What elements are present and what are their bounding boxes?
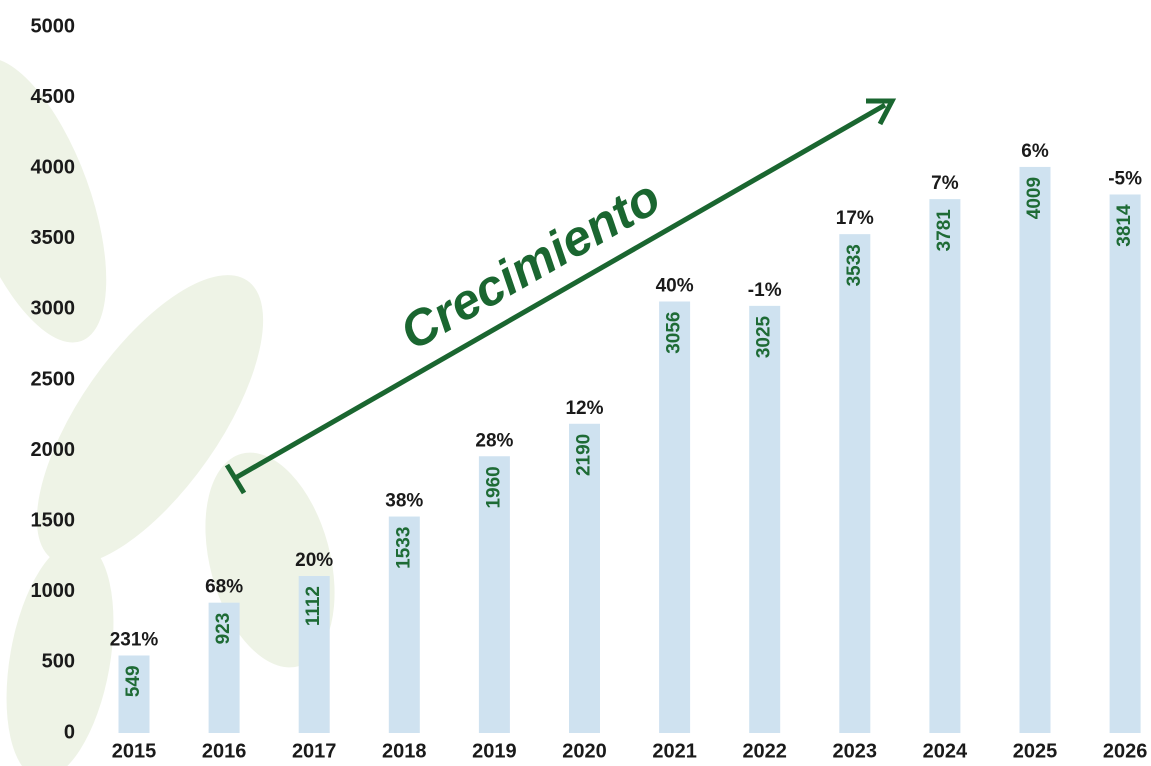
bar [118, 655, 150, 733]
value-label: 3025 [754, 315, 775, 358]
value-label: 549 [123, 665, 144, 697]
leaf [6, 541, 114, 766]
y-tick-label: 5000 [31, 15, 76, 37]
growth-label: 17% [836, 208, 874, 229]
arrow-head [866, 98, 897, 126]
bar [388, 516, 420, 733]
growth-label: 12% [565, 398, 603, 419]
leaf [0, 57, 107, 343]
growth-label: -1% [748, 280, 782, 301]
y-tick-label: 3000 [31, 298, 76, 320]
growth-label: 68% [205, 577, 243, 598]
y-tick-label: 4000 [31, 156, 76, 178]
bar [659, 301, 691, 733]
bar [478, 456, 510, 733]
y-tick-label: 2500 [31, 368, 76, 390]
growth-label: 231% [110, 629, 159, 650]
y-tick-label: 2000 [31, 439, 76, 461]
x-tick-label: 2026 [1103, 740, 1148, 762]
x-tick-label: 2023 [833, 740, 878, 762]
value-label: 1112 [303, 586, 324, 626]
value-label: 923 [213, 613, 234, 645]
growth-label: 40% [656, 276, 694, 297]
bar [208, 602, 240, 733]
bar [569, 423, 600, 733]
y-tick-label: 0 [64, 721, 75, 743]
x-tick-label: 2018 [382, 740, 427, 762]
growth-label: 20% [295, 550, 333, 571]
x-tick-label: 2025 [1013, 740, 1058, 762]
growth-label: 6% [1021, 141, 1049, 162]
bar [929, 199, 961, 733]
arrow-shaft [235, 102, 887, 480]
arrow-cap [224, 463, 247, 495]
x-tick-label: 2021 [652, 740, 697, 762]
value-label: 3056 [664, 311, 685, 353]
growth-arrow [224, 98, 897, 495]
bar [839, 234, 871, 734]
bar [298, 575, 330, 733]
bar [749, 305, 781, 733]
value-label: 4009 [1024, 177, 1045, 219]
value-label: 3533 [844, 244, 865, 286]
growth-label: 7% [931, 173, 959, 194]
y-tick-label: 1500 [31, 509, 76, 531]
y-tick-label: 3500 [31, 227, 76, 249]
y-tick-label: 500 [42, 651, 75, 673]
x-tick-label: 2022 [742, 740, 787, 762]
growth-label: 28% [475, 430, 513, 451]
value-label: 2190 [574, 434, 595, 476]
value-label: 3781 [934, 209, 955, 252]
x-tick-label: 2015 [112, 740, 157, 762]
x-tick-label: 2019 [472, 740, 517, 762]
x-tick-label: 2017 [292, 740, 337, 762]
value-label: 1960 [483, 466, 504, 508]
bar [1109, 194, 1141, 733]
y-tick-label: 1000 [31, 580, 76, 602]
growth-label: -5% [1108, 168, 1142, 189]
value-label: 1533 [393, 527, 414, 569]
y-tick-label: 4500 [31, 86, 76, 108]
annotation: Crecimiento [391, 169, 670, 361]
bar [1019, 166, 1051, 733]
x-tick-label: 2020 [562, 740, 607, 762]
growth-label: 38% [385, 491, 423, 512]
x-tick-label: 2016 [202, 740, 247, 762]
x-tick-label: 2024 [923, 740, 968, 762]
value-label: 3814 [1114, 204, 1135, 247]
leaf [36, 275, 264, 565]
